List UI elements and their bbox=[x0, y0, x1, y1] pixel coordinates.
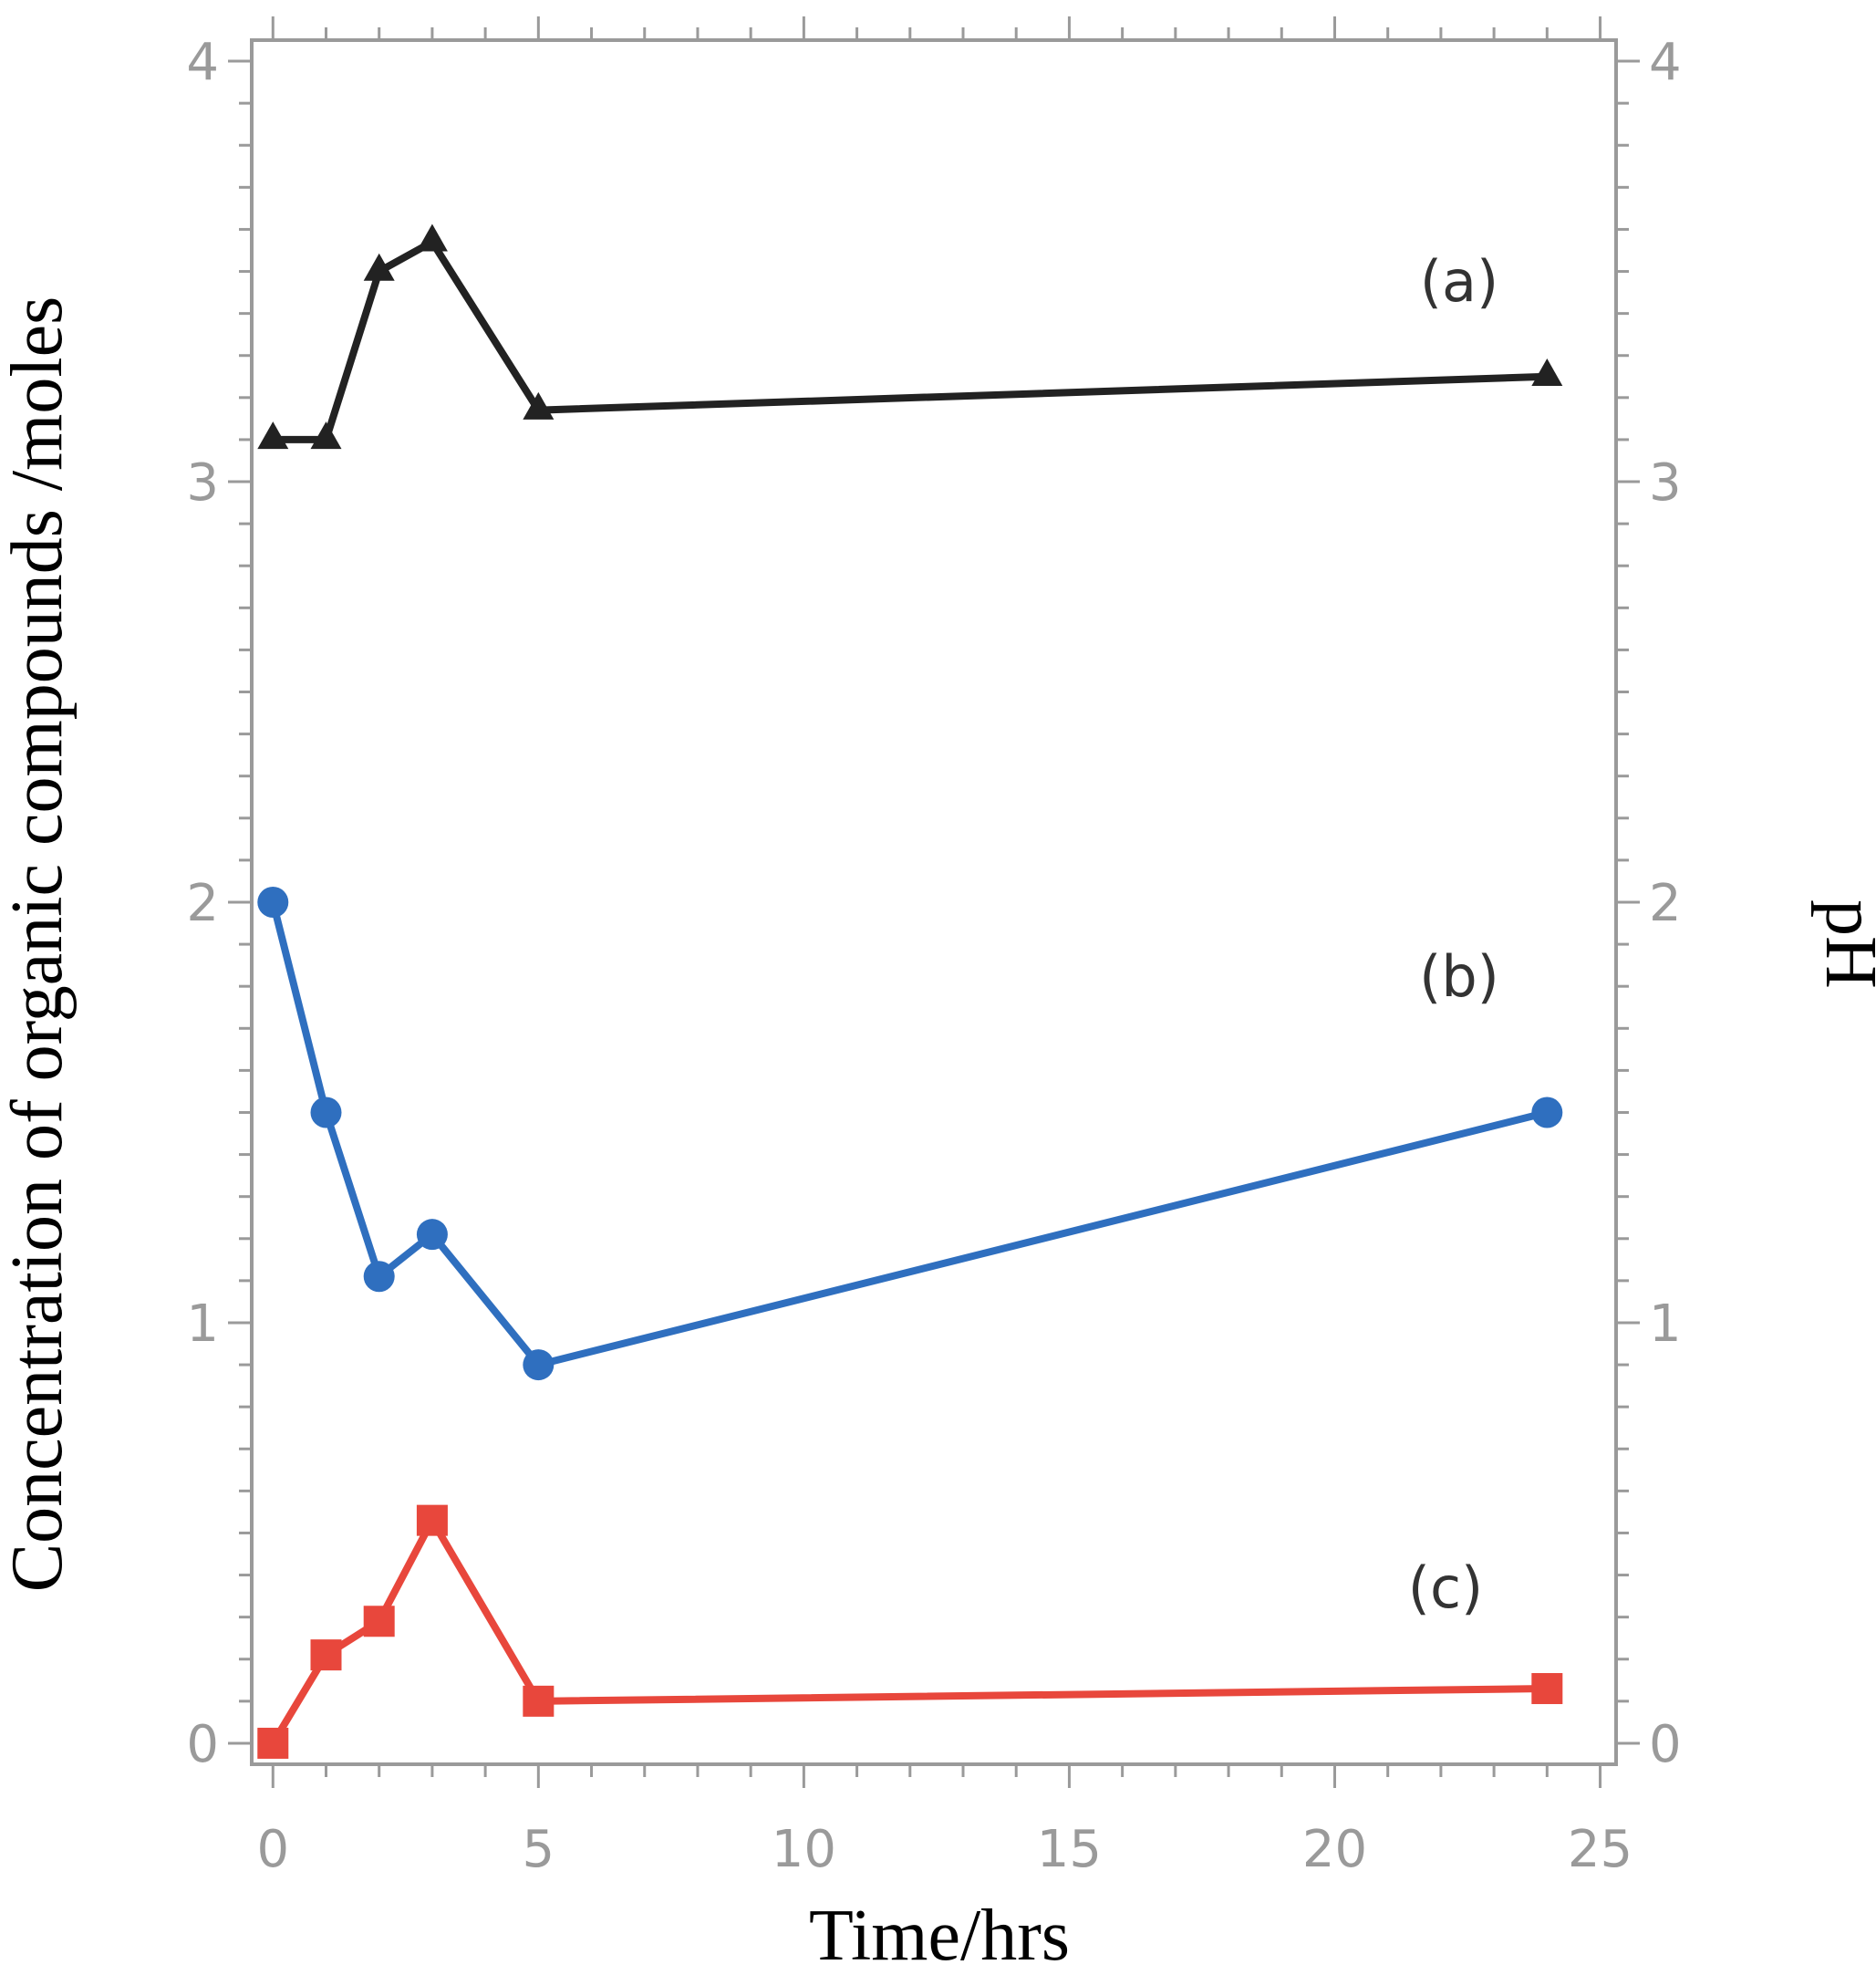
tick-labels: 0 5 10 15 20 250 01 12 23 34 4 bbox=[186, 33, 1681, 1879]
data-point bbox=[310, 1097, 342, 1128]
series-line bbox=[269, 901, 1549, 1369]
series-label: (a) bbox=[1420, 248, 1498, 315]
x-tick-label: 10 bbox=[772, 1820, 836, 1879]
y2-tick-label: 4 bbox=[1649, 33, 1682, 92]
series-2: (b) bbox=[257, 887, 1563, 1381]
x-tick-label: 0 bbox=[256, 1820, 289, 1879]
series-3: (c) bbox=[257, 1504, 1563, 1759]
data-point bbox=[416, 1504, 448, 1536]
data-point bbox=[1531, 1097, 1563, 1128]
data-point bbox=[523, 1685, 555, 1717]
data-point bbox=[310, 1639, 342, 1671]
data-point bbox=[257, 887, 289, 918]
plot-frame bbox=[250, 38, 1618, 1766]
series-line bbox=[273, 236, 1548, 443]
x-tick-label: 20 bbox=[1302, 1820, 1367, 1879]
data-point bbox=[257, 1727, 289, 1759]
x-tick-label: 5 bbox=[523, 1820, 555, 1879]
data-point bbox=[363, 1261, 395, 1293]
series-1: (a) bbox=[257, 223, 1563, 450]
y-tick-label: 3 bbox=[186, 453, 219, 513]
series-label: (b) bbox=[1419, 943, 1499, 1010]
y2-axis-title: pH bbox=[1810, 899, 1876, 989]
x-tick-label: 25 bbox=[1568, 1820, 1632, 1879]
data-point bbox=[523, 391, 555, 420]
data-point bbox=[310, 421, 342, 450]
y-tick-label: 0 bbox=[186, 1715, 219, 1774]
minor-ticks bbox=[239, 27, 1629, 1777]
y2-tick-label: 0 bbox=[1649, 1715, 1682, 1774]
series-line bbox=[269, 1512, 1548, 1746]
y2-tick-label: 3 bbox=[1649, 453, 1682, 513]
y-axis-title: Concentration of organic compounds /mole… bbox=[0, 296, 78, 1592]
series-layer: (a) (b) (c) bbox=[257, 223, 1563, 1759]
y-tick-label: 1 bbox=[186, 1294, 219, 1354]
y-tick-label: 2 bbox=[186, 874, 219, 933]
data-point bbox=[1531, 358, 1563, 386]
data-point bbox=[257, 421, 289, 450]
data-point bbox=[416, 1219, 448, 1251]
x-tick-label: 15 bbox=[1037, 1820, 1102, 1879]
data-point bbox=[416, 223, 448, 252]
x-axis-title: Time/hrs bbox=[809, 1896, 1070, 1975]
series-label: (c) bbox=[1408, 1554, 1483, 1621]
data-point bbox=[523, 1349, 555, 1381]
y-tick-label: 4 bbox=[186, 33, 219, 92]
y2-tick-label: 2 bbox=[1649, 874, 1682, 933]
major-ticks bbox=[228, 16, 1640, 1788]
data-point bbox=[363, 1606, 395, 1637]
y2-tick-label: 1 bbox=[1649, 1294, 1682, 1354]
data-point bbox=[363, 253, 395, 281]
data-point bbox=[1531, 1673, 1563, 1705]
